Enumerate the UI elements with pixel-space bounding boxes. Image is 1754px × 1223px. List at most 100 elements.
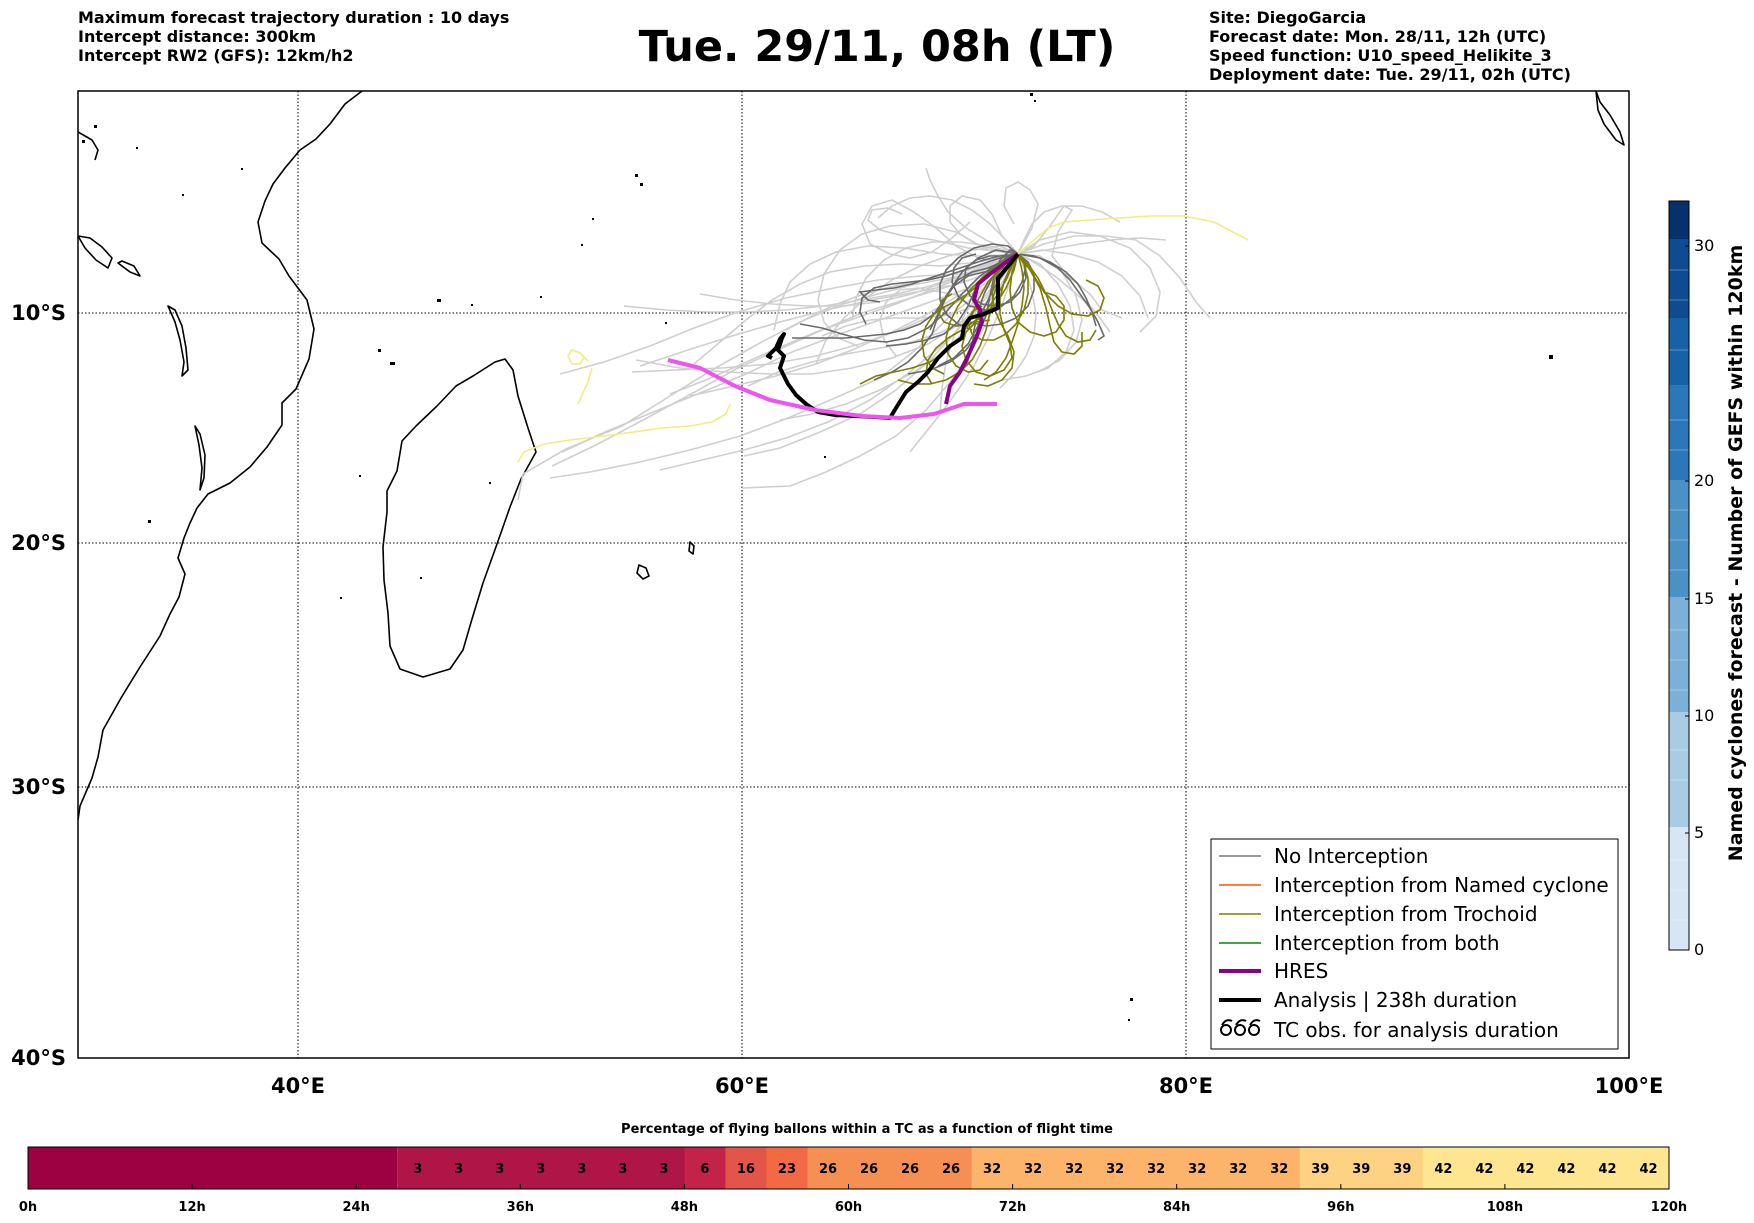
coastline-madagascar	[382, 358, 537, 678]
timebar-cell-value: 39	[1352, 1162, 1370, 1177]
timebar-tick-label: 48h	[671, 1200, 698, 1215]
yellow-trajectories	[517, 215, 1249, 463]
timebar-cell-value: 3	[577, 1162, 586, 1177]
timebar-title: Percentage of flying ballons within a TC…	[621, 1122, 1113, 1137]
legend-box	[1210, 838, 1619, 1050]
timebar-cell-zero	[28, 1147, 398, 1189]
timebar-cell-value: 42	[1434, 1162, 1452, 1177]
timebar-cell-value: 3	[618, 1162, 627, 1177]
coastline-reunion	[688, 541, 695, 555]
header-line-site: Site: DiegoGarcia	[1209, 8, 1367, 27]
legend-entry-hres: HRES	[1219, 959, 1328, 983]
timebar-cell-value: 42	[1557, 1162, 1575, 1177]
header-line-intercept-distance: Intercept distance: 300km	[78, 27, 317, 46]
legend-entry-analysis: Analysis | 238h duration	[1219, 988, 1517, 1012]
colorbar-tick-label: 30	[1694, 236, 1714, 255]
lat-tick-label: 10°S	[11, 301, 66, 325]
header-line-duration: Maximum forecast trajectory duration : 1…	[78, 8, 510, 27]
map-panel[interactable]: 40°E 60°E 80°E 100°E 10°S 20°S 30°S 40°S…	[11, 90, 1663, 1098]
svg-text:Interception from both: Interception from both	[1274, 931, 1500, 955]
coastline-lake-victoria	[78, 235, 113, 269]
timebar-cell	[1545, 1147, 1588, 1189]
legend-entry-no-interception: No Interception	[1219, 844, 1428, 868]
timebar-cell-value: 32	[1106, 1162, 1124, 1177]
timebar-cell-value: 26	[942, 1162, 960, 1177]
legend-entry-trochoid: Interception from Trochoid	[1219, 902, 1538, 926]
header-left: Maximum forecast trajectory duration : 1…	[78, 8, 509, 65]
timebar-cell	[1135, 1147, 1178, 1189]
lon-tick-label: 80°E	[1159, 1074, 1213, 1098]
timebar-cell	[889, 1147, 932, 1189]
timebar-cell	[1422, 1147, 1465, 1189]
lat-tick-label: 20°S	[11, 531, 66, 555]
legend-entry-both: Interception from both	[1219, 931, 1500, 955]
timebar-cell-value: 3	[454, 1162, 463, 1177]
lat-tick-label: 40°S	[11, 1046, 66, 1070]
coastline-lake-west	[117, 260, 141, 277]
timebar-cell	[807, 1147, 849, 1189]
timebar-cell-value: 39	[1311, 1162, 1329, 1177]
timebar-cell-value: 32	[983, 1162, 1001, 1177]
svg-text:No Interception: No Interception	[1274, 844, 1428, 868]
timebar-ticks: 0h 12h 24h 36h 48h 60h 72h 84h 96h 108h 120h	[19, 1184, 1687, 1215]
small-islands	[82, 93, 1553, 1021]
timebar-cell-value: 32	[1024, 1162, 1042, 1177]
coastline-arabia	[78, 131, 99, 161]
lon-tick-label: 100°E	[1595, 1074, 1664, 1098]
timebar-cell-value: 16	[737, 1162, 755, 1177]
timebar-cell	[766, 1147, 808, 1189]
timebar-cell-value: 42	[1475, 1162, 1493, 1177]
timebar-tick-label: 0h	[19, 1200, 37, 1215]
timebar-cell	[1258, 1147, 1301, 1189]
timebar-cell	[1381, 1147, 1424, 1189]
colorbar-label: Named cyclones forecast - Number of GEFS…	[1725, 245, 1747, 862]
timebar-cell	[1053, 1147, 1096, 1189]
header-line-intercept-rw2: Intercept RW2 (GFS): 12km/h2	[78, 46, 354, 65]
header-line-deployment-date: Deployment date: Tue. 29/11, 02h (UTC)	[1209, 65, 1571, 84]
colorbar-tick-label: 15	[1694, 589, 1714, 608]
svg-text:Analysis | 238h duration: Analysis | 238h duration	[1274, 988, 1517, 1012]
svg-text:TC obs. for analysis duration: TC obs. for analysis duration	[1273, 1018, 1559, 1042]
timebar-tick-label: 120h	[1651, 1200, 1687, 1215]
coastline-mauritius	[636, 564, 650, 580]
colorbar-tick-label: 10	[1694, 706, 1714, 725]
coastline-africa	[78, 91, 363, 821]
colorbar-tick-label: 20	[1694, 471, 1714, 490]
timebar-cell	[1340, 1147, 1383, 1189]
timebar-cell	[684, 1147, 726, 1189]
coastline-lake-malawi	[194, 425, 206, 491]
lat-tick-label: 30°S	[11, 775, 66, 799]
header-line-speed-function: Speed function: U10_speed_Helikite_3	[1209, 46, 1552, 65]
timebar-cell	[1463, 1147, 1506, 1189]
timebar-cell-value: 26	[860, 1162, 878, 1177]
timebar-cell-value: 39	[1393, 1162, 1411, 1177]
svg-text:HRES: HRES	[1274, 959, 1328, 983]
page-title: Tue. 29/11, 08h (LT)	[638, 22, 1116, 72]
timebar-cell	[520, 1147, 562, 1189]
timebar-cell-value: 32	[1065, 1162, 1083, 1177]
timebar-cell	[602, 1147, 644, 1189]
coastline-sri-lanka	[1595, 91, 1625, 146]
header-line-forecast-date: Forecast date: Mon. 28/11, 12h (UTC)	[1209, 27, 1547, 46]
header-right: Site: DiegoGarcia Forecast date: Mon. 28…	[1209, 8, 1571, 84]
map-frame	[77, 90, 1630, 1059]
timebar-cell-value: 3	[659, 1162, 668, 1177]
timebar-cell-value: 42	[1639, 1162, 1657, 1177]
timebar-cell	[1217, 1147, 1260, 1189]
svg-text:Interception from Trochoid: Interception from Trochoid	[1274, 902, 1538, 926]
timebar-cell-value: 26	[901, 1162, 919, 1177]
map-axis-labels: 40°E 60°E 80°E 100°E 10°S 20°S 30°S 40°S	[11, 301, 1663, 1098]
colorbar-tick-label: 0	[1694, 940, 1704, 959]
coastline-lake-tanganyika	[167, 305, 189, 377]
cyclone-symbol-icon	[1220, 1019, 1261, 1036]
timebar-cell	[1094, 1147, 1137, 1189]
timebar-cell	[561, 1147, 603, 1189]
timebar-tick-label: 36h	[507, 1200, 534, 1215]
timebar-cell-value: 32	[1188, 1162, 1206, 1177]
colorbar-tick-label: 5	[1694, 823, 1704, 842]
timebar-cell	[438, 1147, 480, 1189]
timebar-tick-label: 12h	[178, 1200, 205, 1215]
timebar-cell-value: 23	[778, 1162, 796, 1177]
timebar-cell	[725, 1147, 767, 1189]
timebar-tick-label: 72h	[999, 1200, 1026, 1215]
